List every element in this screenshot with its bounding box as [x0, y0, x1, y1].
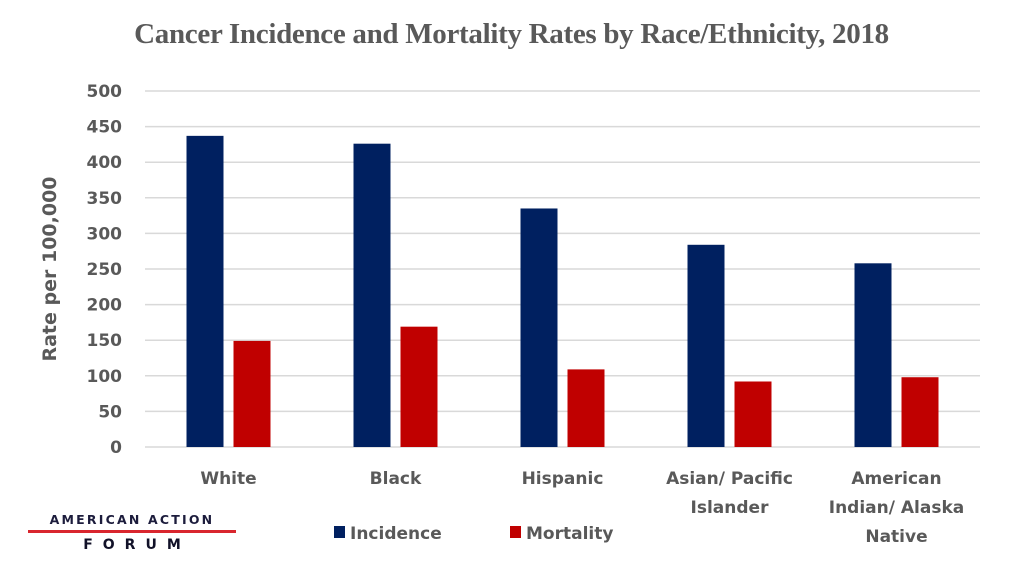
legend-label-incidence: Incidence	[350, 524, 442, 544]
x-category-label: White	[200, 469, 256, 489]
bar-incidence-2	[520, 208, 558, 447]
chart-title: Cancer Incidence and Mortality Rates by …	[134, 18, 889, 50]
bar-mortality-4	[901, 377, 939, 447]
bars	[186, 135, 939, 448]
x-category-label: American	[851, 469, 941, 489]
logo-line-2: FORUM	[83, 537, 191, 553]
y-tick-label: 0	[110, 438, 122, 458]
bar-incidence-1	[353, 143, 391, 448]
bar-incidence-0	[186, 135, 224, 447]
x-category-label: Islander	[691, 498, 770, 518]
x-category-label: Asian/ Pacific	[666, 469, 793, 489]
bar-incidence-3	[687, 244, 725, 447]
y-tick-label: 300	[87, 224, 123, 244]
y-tick-label: 100	[87, 367, 123, 387]
y-tick-label: 50	[98, 402, 122, 422]
x-axis-category-labels: White Black Hispanic Asian/ Pacific Islander…	[200, 469, 964, 547]
gridlines	[145, 90, 980, 448]
bar-mortality-0	[233, 340, 271, 447]
bar-mortality-1	[400, 326, 438, 447]
legend-swatch-mortality	[510, 526, 521, 538]
legend-swatch-incidence	[334, 526, 345, 538]
y-tick-label: 200	[87, 296, 123, 316]
bar-mortality-2	[567, 369, 605, 447]
y-tick-label: 400	[87, 153, 123, 173]
x-category-label: Native	[865, 527, 927, 547]
y-axis-ticks: 0 50 100 150 200 250 300 350 400 450 500	[87, 82, 123, 458]
x-category-label: Black	[370, 469, 422, 489]
legend: Incidence Mortality	[334, 524, 613, 544]
y-tick-label: 350	[87, 189, 123, 209]
y-tick-label: 250	[87, 260, 123, 280]
logo-line-1: AMERICAN ACTION	[49, 512, 215, 527]
x-category-label: Indian/ Alaska	[829, 498, 964, 518]
legend-label-mortality: Mortality	[526, 524, 613, 544]
logo-divider	[28, 530, 236, 533]
y-tick-label: 500	[87, 82, 123, 102]
bar-incidence-4	[854, 263, 892, 447]
american-action-forum-logo: AMERICAN ACTION FORUM	[28, 512, 236, 553]
bar-mortality-3	[734, 381, 772, 447]
y-tick-label: 450	[87, 118, 123, 138]
x-category-label: Hispanic	[522, 469, 604, 489]
y-tick-label: 150	[87, 331, 123, 351]
y-axis-label: Rate per 100,000	[39, 176, 61, 361]
